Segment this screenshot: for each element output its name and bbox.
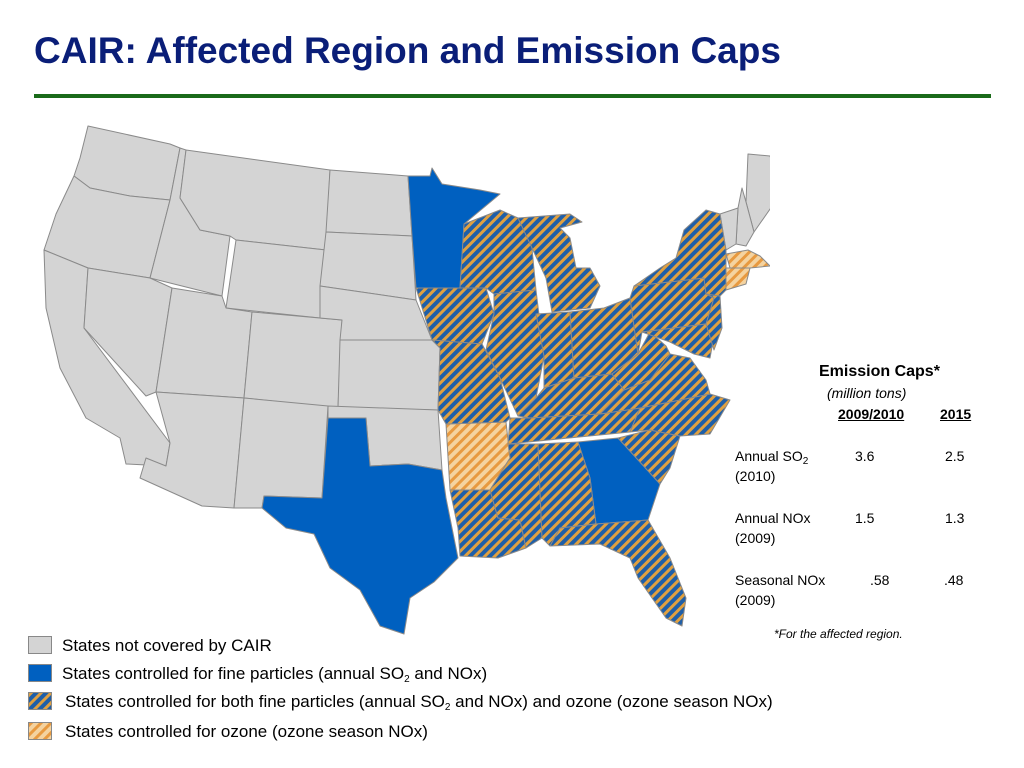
caps-row-year: (2009) (735, 592, 776, 608)
state-minnesota (407, 167, 501, 289)
page-title: CAIR: Affected Region and Emission Caps (34, 30, 781, 71)
caps-row-year: (2010) (735, 468, 776, 484)
caps-value-2009-2010: 1.5 (855, 510, 875, 526)
legend-swatch-striped-orange (28, 722, 52, 740)
legend-label: States not covered by CAIR (62, 636, 272, 655)
caps-row-annual-so2: Annual SO2 (2010) 3.6 2.5 (735, 446, 995, 490)
caps-column-2009-2010: 2009/2010 (838, 406, 905, 422)
legend-swatch-blue (28, 664, 52, 682)
caps-row-seasonal-nox: Seasonal NOx (2009) .58 .48 (735, 570, 995, 614)
title-divider (34, 94, 991, 98)
legend-label: States controlled for ozone (ozone seaso… (65, 722, 428, 741)
caps-row-label: Seasonal NOx (735, 572, 826, 588)
state-wyoming (225, 239, 327, 319)
caps-value-2015: 1.3 (945, 510, 965, 526)
legend-item-not-covered: States not covered by CAIR (28, 634, 928, 660)
state-florida (549, 519, 687, 627)
caps-footnote: *For the affected region. (774, 627, 903, 641)
state-texas (261, 417, 459, 635)
state-new-mexico (233, 397, 329, 509)
caps-row-annual-nox: Annual NOx (2009) 1.5 1.3 (735, 508, 995, 552)
caps-row-label: Annual NOx (735, 510, 811, 526)
state-michigan (517, 213, 601, 313)
state-west-virginia (611, 331, 671, 391)
state-kansas (337, 339, 441, 411)
legend-swatch-striped-blue (28, 692, 52, 710)
legend-label: States controlled for fine particles (an… (62, 664, 488, 685)
caps-value-2015: 2.5 (945, 448, 965, 464)
caps-row-year: (2009) (735, 530, 776, 546)
legend-item-fine-particles: States controlled for fine particles (an… (28, 662, 928, 688)
legend-item-both: States controlled for both fine particle… (28, 690, 928, 716)
caps-value-2009-2010: .58 (870, 572, 890, 588)
caps-value-2015: .48 (944, 572, 964, 588)
caps-value-2009-2010: 3.6 (855, 448, 875, 464)
caps-unit: (million tons) (827, 385, 907, 401)
state-maine (745, 153, 770, 233)
legend-item-ozone: States controlled for ozone (ozone seaso… (28, 720, 928, 746)
caps-column-2015: 2015 (940, 406, 972, 422)
caps-row-label: Annual SO2 (735, 448, 809, 467)
us-cair-map (43, 125, 770, 635)
state-missouri (431, 339, 511, 425)
caps-heading: Emission Caps* (819, 363, 940, 380)
state-colorado (243, 311, 343, 409)
legend-swatch-gray (28, 636, 52, 654)
legend-label: States controlled for both fine particle… (65, 692, 773, 713)
state-new-york (633, 209, 727, 297)
state-south-carolina (617, 429, 681, 485)
state-connecticut-ri (723, 267, 751, 291)
state-massachusetts (725, 249, 770, 269)
state-north-dakota (325, 169, 413, 237)
